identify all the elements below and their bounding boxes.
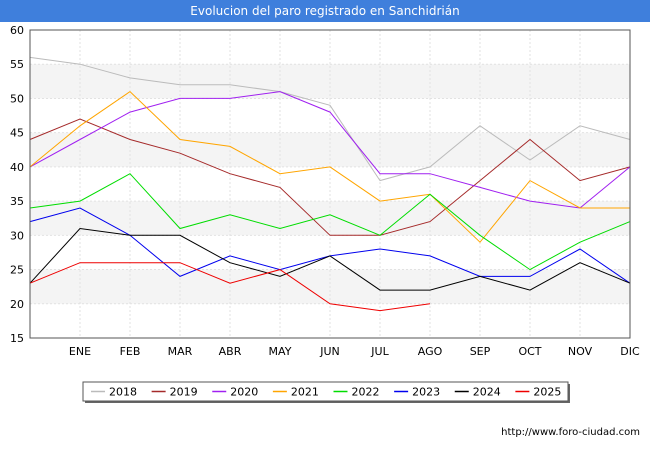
x-axis-ticks: ENE FEB MAR ABR MAY JUN JUL AGO SEP OCT NOV DIC [69,345,640,358]
y-tick-label: 30 [10,229,24,242]
legend-label-2023: 2023 [412,386,440,399]
source-credit: http://www.foro-ciudad.com [501,427,640,438]
y-tick-label: 35 [10,195,24,208]
x-tick-label: OCT [518,345,541,358]
y-tick-label: 20 [10,298,24,311]
series-line-2021 [29,90,630,243]
axes [29,29,631,339]
x-tick-label: JUL [370,345,389,358]
x-tick-label: ABR [219,345,242,358]
legend-label-2019: 2019 [170,386,198,399]
y-axis-ticks: 15 20 25 30 35 40 45 50 55 60 [10,24,24,345]
plot-frame [29,29,631,339]
y-tick-label: 40 [10,161,24,174]
series-line-2022 [29,173,631,271]
series-line-2024 [29,227,631,291]
y-tick-label: 25 [10,264,24,277]
x-tick-label: FEB [120,345,141,358]
series-line-2019 [29,118,631,236]
x-tick-label: DIC [620,345,640,358]
legend-label-2025: 2025 [533,386,561,399]
legend-label-2021: 2021 [291,386,319,399]
y-tick-label: 50 [10,92,24,105]
series-line-2025 [29,262,431,312]
chart-title: Evolucion del paro registrado en Sanchid… [0,0,650,22]
series-line-2018 [29,56,631,182]
x-tick-label: AGO [418,345,443,358]
series-lines [29,56,631,312]
plot-band [30,132,630,167]
legend-label-2022: 2022 [352,386,380,399]
y-tick-label: 60 [10,24,24,37]
x-tick-label: MAR [168,345,193,358]
y-tick-label: 45 [10,127,24,140]
x-tick-label: SEP [470,345,491,358]
legend-label-2024: 2024 [473,386,501,399]
y-tick-label: 15 [10,332,24,345]
plot-band [30,64,630,99]
x-tick-label: ENE [69,345,91,358]
series-line-2020 [29,91,631,209]
legend: 2018 2019 2020 2021 2022 2023 2024 2025 [82,381,570,403]
y-tick-label: 55 [10,58,24,71]
legend-label-2018: 2018 [109,386,137,399]
x-tick-label: NOV [568,345,593,358]
x-tick-label: JUN [319,345,340,358]
legend-box [82,381,569,402]
x-tick-label: MAY [269,345,292,358]
legend-label-2020: 2020 [230,386,258,399]
